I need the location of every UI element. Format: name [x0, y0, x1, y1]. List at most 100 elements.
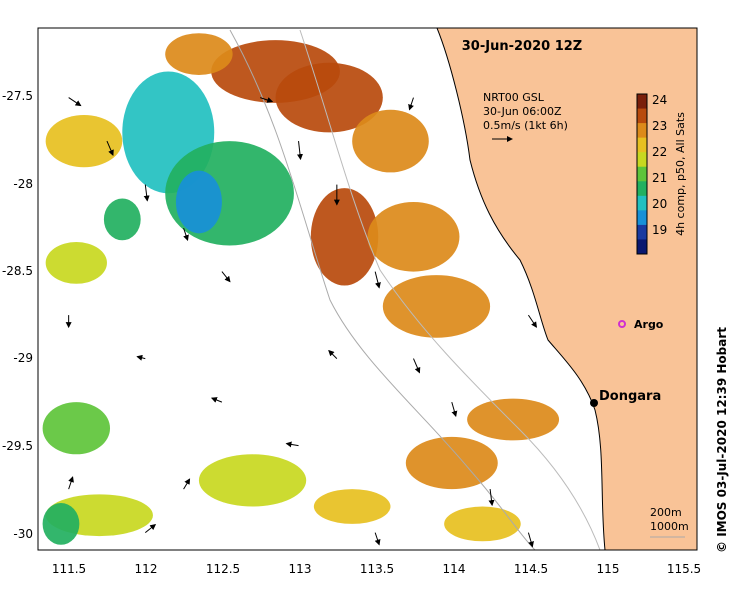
current-vector: [183, 478, 191, 490]
colorbar-segment: [637, 137, 647, 153]
current-vector: [143, 184, 150, 202]
colorbar-frame: [636, 93, 648, 255]
sst-patch: [103, 198, 141, 241]
colorbar-segment: [637, 94, 647, 110]
plot-frame: [37, 27, 698, 551]
y-tick-label: -29.5: [2, 439, 33, 453]
sst-patch: [313, 489, 391, 524]
x-tick-label: 112: [135, 562, 158, 576]
x-tick-label: 114.5: [514, 562, 548, 576]
sst-patch: [42, 402, 111, 455]
sst-patch: [467, 398, 560, 441]
depth-scale-legend: 200m 1000m: [650, 506, 689, 538]
x-tick-label: 114: [443, 562, 466, 576]
colorbar-segment: [637, 123, 647, 139]
sst-patch: [352, 109, 429, 173]
current-vector: [374, 271, 381, 289]
current-vector: [260, 97, 274, 103]
y-tick-label: -29: [13, 351, 33, 365]
argo-label: Argo: [634, 318, 664, 331]
colorbar-segment: [637, 181, 647, 197]
sst-patch: [45, 115, 123, 168]
sst-colorbar: 24 23 22 21 20 19 4h comp, p50, All Sats: [636, 93, 687, 255]
argo-marker: Argo: [618, 318, 664, 331]
plot-area: [38, 28, 697, 550]
sst-patch: [382, 275, 491, 338]
colorbar-segment: [637, 239, 647, 255]
sst-patch: [444, 506, 521, 542]
current-vector: [68, 476, 74, 490]
current-legend: NRT00 GSL 30-Jun 06:00Z 0.5m/s (1kt 6h): [483, 91, 568, 142]
sst-patch: [45, 242, 107, 284]
current-vector: [183, 227, 189, 242]
x-tick-label: 113: [289, 562, 312, 576]
colorbar-segment: [637, 224, 647, 240]
depth-200m-label: 200m: [650, 506, 682, 519]
isobath-200m: [299, 29, 601, 550]
map-title: 30-Jun-2020 12Z: [462, 39, 582, 54]
y-axis: -27.5 -28 -28.5 -29 -29.5 -30: [2, 89, 33, 541]
colorbar-label: 4h comp, p50, All Sats: [674, 112, 687, 236]
current-vector: [527, 532, 534, 548]
current-vector: [413, 358, 421, 374]
dongara-marker: Dongara: [590, 389, 661, 407]
current-vector: [136, 354, 146, 361]
colorbar-tick: 21: [652, 171, 667, 185]
land-mass: [436, 28, 697, 550]
colorbar-segment: [637, 166, 647, 182]
colorbar-tick: 23: [652, 119, 667, 133]
y-tick-label: -28.5: [2, 264, 33, 278]
sst-patch: [367, 202, 460, 272]
current-vector: [528, 314, 537, 328]
sst-patch: [198, 454, 307, 507]
colorbar-tick: 24: [652, 93, 667, 107]
colorbar-segments: [637, 94, 647, 255]
imos-credit: © IMOS 03-Jul-2020 12:39 Hobart: [715, 327, 729, 553]
sst-patch: [175, 170, 222, 234]
current-vector: [328, 349, 338, 359]
town-dot-icon: [590, 399, 598, 407]
current-vector: [297, 141, 303, 161]
argo-float-icon: [618, 320, 626, 328]
depth-1000m-label: 1000m: [650, 520, 689, 533]
y-tick-label: -30: [13, 527, 33, 541]
colorbar-segment: [637, 108, 647, 124]
x-axis: 111.5 112 112.5 113 113.5 114 114.5 115 …: [52, 562, 701, 576]
x-tick-label: 115: [597, 562, 620, 576]
colorbar-segment: [637, 210, 647, 226]
isobath-1000m: [229, 29, 536, 550]
colorbar-tick: 20: [652, 197, 667, 211]
current-vector-layer: [65, 97, 537, 548]
sst-layer: [42, 33, 560, 545]
current-vector: [144, 523, 157, 533]
colorbar-segment: [637, 152, 647, 168]
colorbar-segment: [637, 195, 647, 211]
current-vector: [106, 140, 114, 157]
x-tick-label: 115.5: [667, 562, 701, 576]
current-vector: [285, 441, 299, 448]
current-legend-line1: NRT00 GSL: [483, 91, 545, 104]
x-tick-label: 112.5: [206, 562, 240, 576]
sst-patch: [275, 62, 383, 133]
isobath-layer: [229, 29, 601, 550]
dongara-label: Dongara: [599, 389, 661, 404]
current-vector: [221, 271, 231, 283]
sst-patch: [165, 33, 233, 75]
current-legend-line2: 30-Jun 06:00Z: [483, 105, 562, 118]
colorbar-tick: 22: [652, 145, 667, 159]
sst-patch: [310, 188, 379, 286]
sst-patch: [42, 503, 80, 545]
current-vector: [374, 532, 381, 546]
x-tick-label: 111.5: [52, 562, 86, 576]
current-vector: [408, 97, 414, 111]
current-vector: [210, 397, 223, 403]
current-vector: [68, 97, 82, 107]
y-tick-label: -28: [13, 177, 33, 191]
sst-patch: [405, 436, 498, 490]
colorbar-tick: 19: [652, 223, 667, 237]
y-tick-label: -27.5: [2, 89, 33, 103]
current-vector: [451, 401, 458, 418]
current-vector: [488, 489, 495, 507]
x-tick-label: 113.5: [360, 562, 394, 576]
